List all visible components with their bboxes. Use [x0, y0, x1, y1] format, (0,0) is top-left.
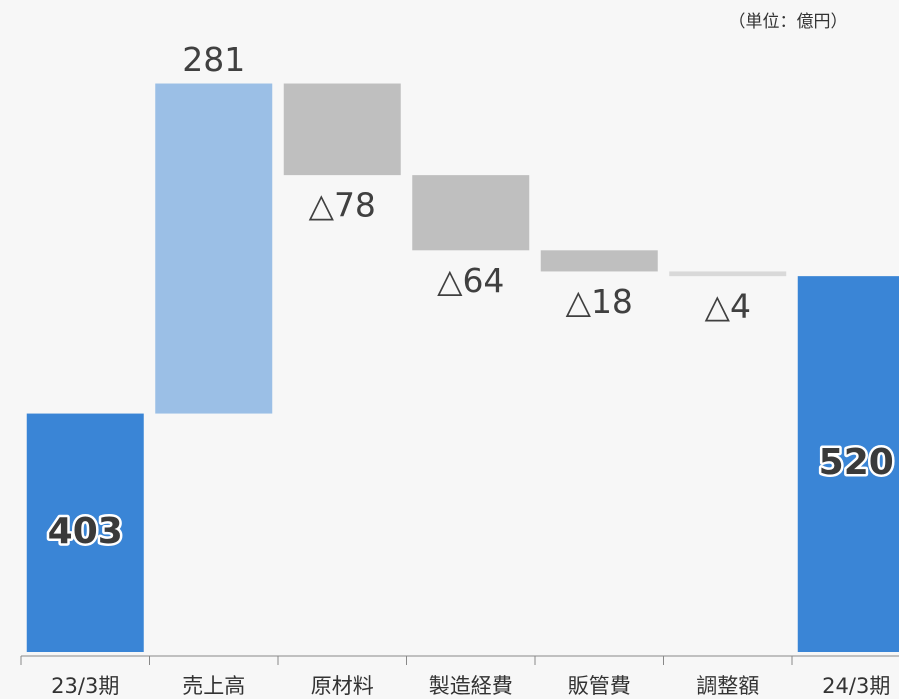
value-label: △64 [437, 261, 504, 300]
value-label: △4 [705, 287, 751, 326]
bar [669, 271, 787, 277]
x-tick-label: 原材料 [311, 674, 374, 698]
unit-label: （単位：億円） [729, 12, 848, 32]
value-label: 403 [48, 511, 123, 552]
x-tick-label: 販管費 [568, 674, 631, 698]
bar [797, 276, 899, 652]
x-tick-label: 24/3期 [822, 674, 890, 698]
value-label: △18 [566, 282, 633, 321]
value-label: 281 [182, 40, 245, 79]
bar [283, 83, 401, 176]
bar [26, 413, 144, 652]
bar [540, 250, 658, 272]
bar [155, 83, 273, 414]
x-tick-label: 23/3期 [51, 674, 119, 698]
bar [412, 175, 530, 251]
value-label: △78 [309, 186, 376, 225]
x-tick-label: 製造経費 [429, 674, 513, 698]
value-label: 520 [819, 442, 894, 483]
x-tick-label: 売上高 [182, 674, 245, 698]
x-tick-label: 調整額 [696, 674, 759, 698]
